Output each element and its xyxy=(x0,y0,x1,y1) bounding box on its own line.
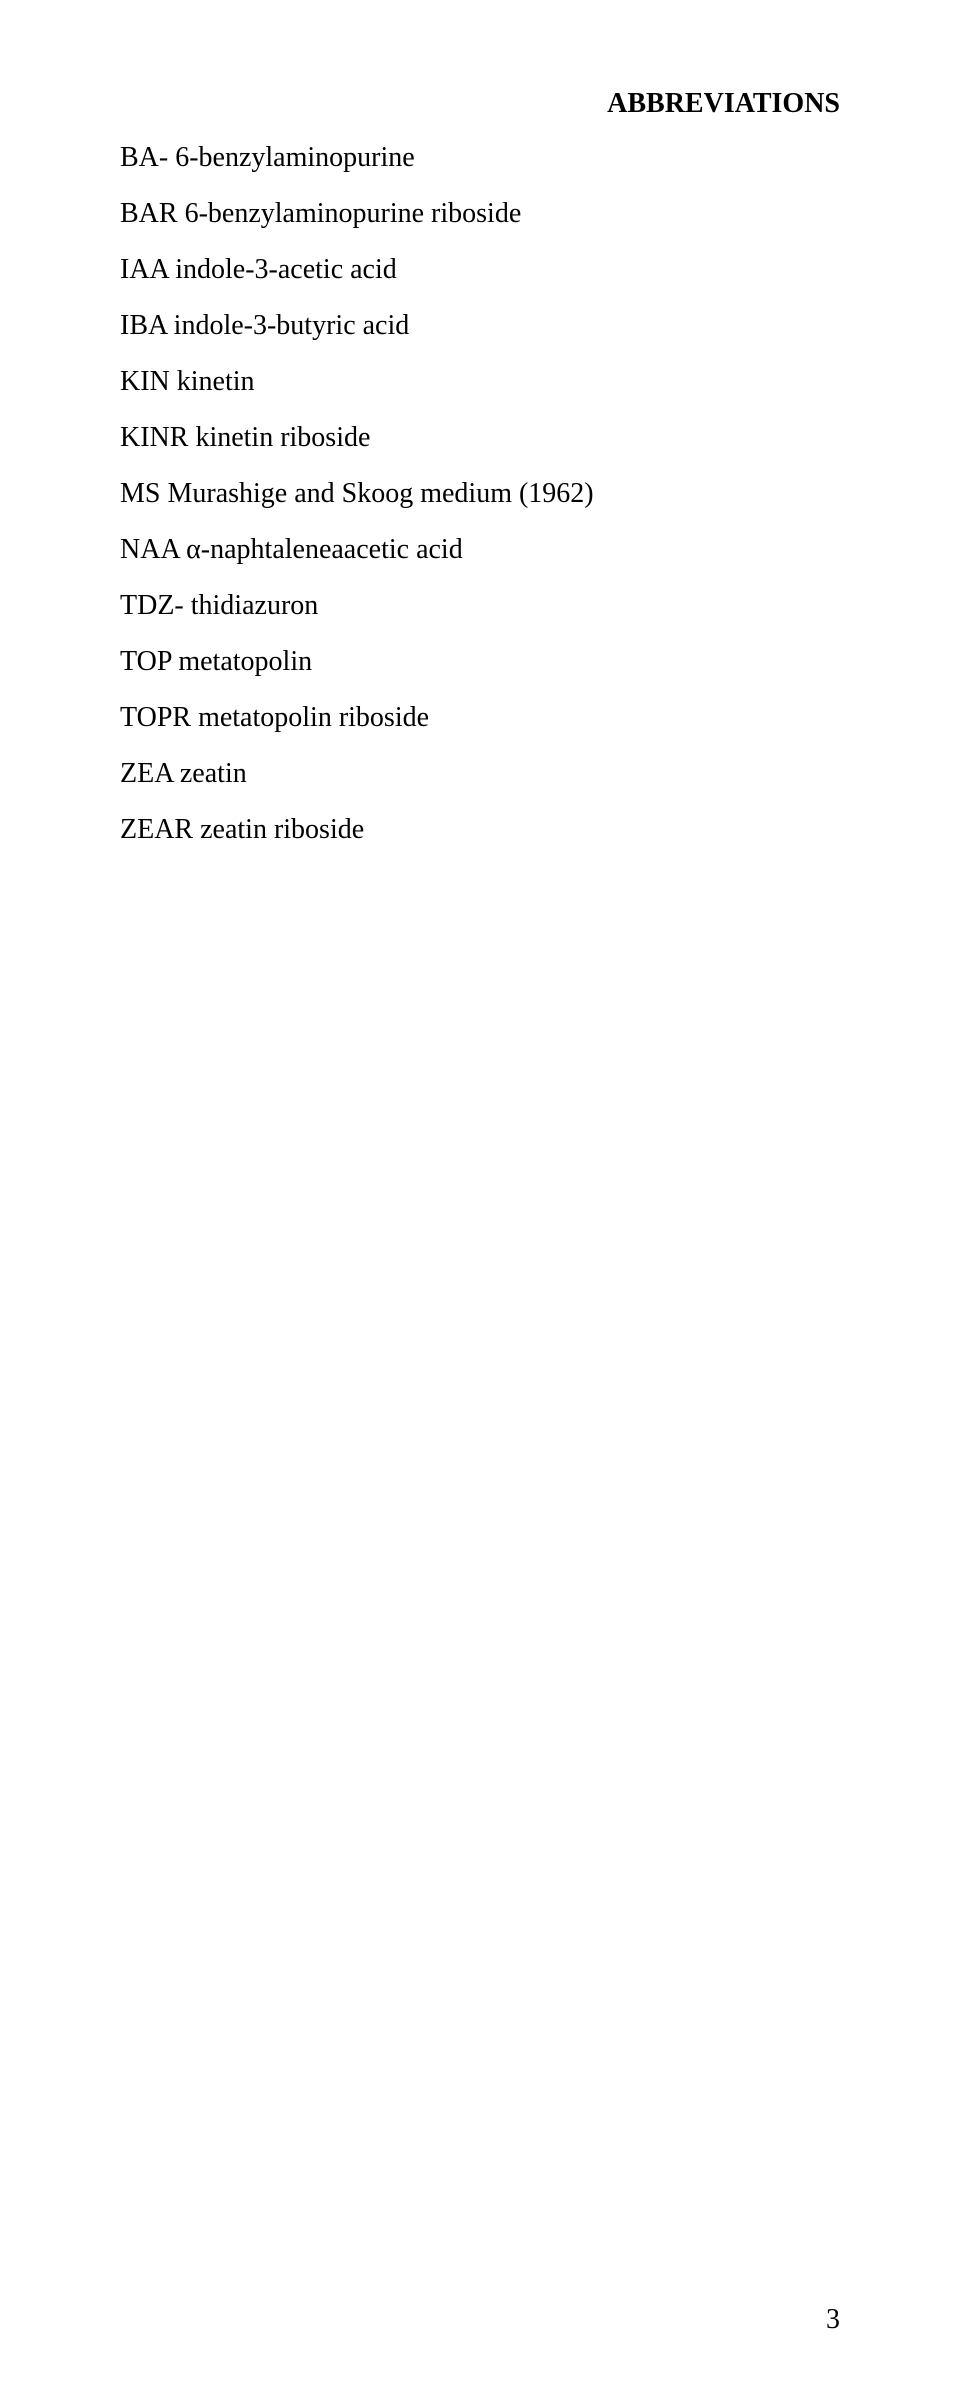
abbreviation-line: IBA indole-3-butyric acid xyxy=(120,298,840,354)
abbreviation-line: ZEA zeatin xyxy=(120,746,840,802)
abbreviation-line: BAR 6-benzylaminopurine riboside xyxy=(120,186,840,242)
page-number: 3 xyxy=(826,2304,840,2336)
abbreviation-line: KIN kinetin xyxy=(120,354,840,410)
section-heading: ABBREVIATIONS xyxy=(120,88,840,120)
abbreviation-line: MS Murashige and Skoog medium (1962) xyxy=(120,466,840,522)
abbreviations-list: BA- 6-benzylaminopurineBAR 6-benzylamino… xyxy=(120,130,840,858)
abbreviation-line: ZEAR zeatin riboside xyxy=(120,802,840,858)
abbreviation-line: IAA indole-3-acetic acid xyxy=(120,242,840,298)
abbreviation-line: TDZ- thidiazuron xyxy=(120,578,840,634)
abbreviation-line: NAA α-naphtaleneaacetic acid xyxy=(120,522,840,578)
abbreviation-line: KINR kinetin riboside xyxy=(120,410,840,466)
abbreviation-line: BA- 6-benzylaminopurine xyxy=(120,130,840,186)
abbreviation-line: TOPR metatopolin riboside xyxy=(120,690,840,746)
abbreviation-line: TOP metatopolin xyxy=(120,634,840,690)
